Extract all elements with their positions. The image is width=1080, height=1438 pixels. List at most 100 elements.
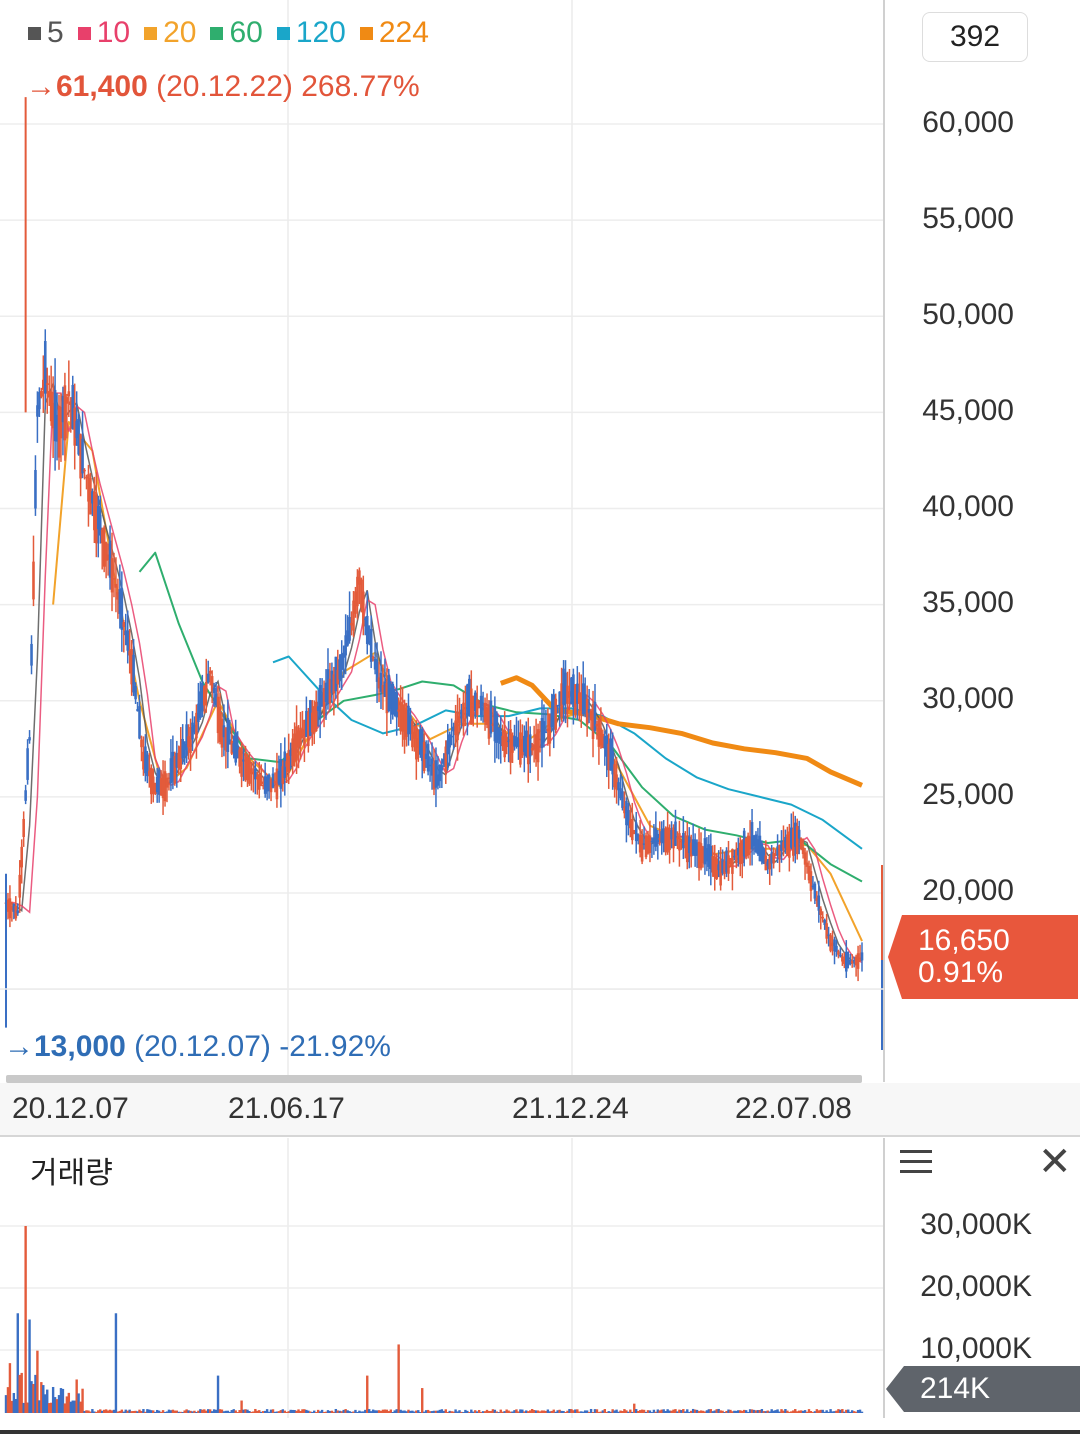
volume-bar <box>688 1411 691 1413</box>
legend-item-ma20[interactable]: 20 <box>144 16 196 50</box>
candle-body <box>20 846 24 868</box>
volume-bar <box>495 1411 499 1413</box>
volume-bar <box>799 1410 803 1413</box>
x-tick-label: 22.07.08 <box>735 1092 852 1125</box>
candle-body <box>664 828 667 853</box>
volume-bar <box>833 1411 836 1413</box>
volume-bar <box>674 1409 677 1413</box>
candle-body <box>167 777 171 779</box>
volume-bar <box>505 1409 508 1413</box>
candle-body <box>538 738 542 741</box>
volume-bar <box>723 1411 726 1413</box>
candle-body <box>416 737 420 748</box>
volume-bar <box>660 1409 663 1413</box>
volume-bar <box>334 1408 338 1413</box>
legend-item-ma120[interactable]: 120 <box>276 16 346 50</box>
volume-bar <box>73 1400 76 1413</box>
volume-bar <box>481 1411 485 1413</box>
volume-bar <box>580 1411 583 1413</box>
volume-bar <box>413 1411 416 1413</box>
volume-bar <box>703 1411 707 1413</box>
volume-bar <box>218 1409 222 1413</box>
candle-body <box>132 654 135 693</box>
candle-body <box>609 738 612 771</box>
candle-body <box>768 857 772 870</box>
volume-bar <box>118 1410 122 1413</box>
legend-item-ma10[interactable]: 10 <box>77 16 130 50</box>
volume-bar <box>379 1410 383 1413</box>
high-price-note: →61,400 (20.12.22) 268.77% <box>26 70 420 104</box>
candle-body <box>191 722 194 740</box>
candle-body <box>246 756 249 781</box>
candle-body <box>240 747 243 777</box>
volume-bar <box>695 1409 699 1413</box>
volume-bar <box>397 1344 400 1413</box>
candle-body <box>619 788 622 799</box>
candle-body <box>259 781 263 785</box>
volume-bar <box>807 1409 811 1413</box>
candle-body <box>493 706 497 742</box>
ticker-value-box[interactable]: 392 <box>922 12 1028 62</box>
volume-bar <box>797 1410 801 1413</box>
volume-bar <box>342 1409 345 1413</box>
volume-bar <box>399 1409 402 1413</box>
volume-bar <box>63 1403 67 1413</box>
candle-body <box>646 836 650 854</box>
volume-bar <box>387 1411 391 1413</box>
close-icon[interactable]: ✕ <box>1038 1140 1072 1184</box>
volume-bar <box>564 1411 567 1413</box>
volume-bar <box>322 1411 326 1413</box>
volume-bar <box>287 1411 290 1413</box>
volume-bar <box>140 1410 143 1413</box>
candle-body <box>605 735 609 757</box>
volume-bar <box>248 1411 251 1413</box>
volume-bar <box>426 1409 430 1413</box>
candle-body <box>381 685 385 693</box>
candle-body <box>827 934 830 936</box>
volume-bar <box>529 1410 532 1413</box>
candle-body <box>544 731 548 734</box>
menu-icon[interactable] <box>900 1150 932 1174</box>
legend-item-ma224[interactable]: 224 <box>359 16 429 50</box>
candle-body <box>554 698 558 730</box>
volume-bar <box>548 1411 552 1413</box>
candle-body <box>821 916 825 919</box>
candle-body <box>807 866 811 881</box>
volume-bar <box>560 1410 563 1413</box>
volume-bar <box>664 1411 667 1413</box>
volume-bar <box>737 1410 740 1413</box>
candle-body <box>817 895 821 911</box>
y-tick-label: 35,000 <box>922 586 1014 619</box>
candle-body <box>540 717 544 749</box>
candle-body <box>466 684 469 717</box>
candle-body <box>754 834 758 852</box>
legend-item-ma5[interactable]: 5 <box>28 16 64 50</box>
volume-bar <box>721 1410 724 1413</box>
volume-bar <box>269 1409 273 1413</box>
candle-body <box>136 709 139 712</box>
volume-bar <box>566 1410 569 1413</box>
volume-bar <box>697 1411 701 1413</box>
volume-bar <box>627 1411 630 1413</box>
volume-bar <box>244 1409 247 1413</box>
candle-body <box>61 395 65 423</box>
volume-bar <box>821 1409 824 1413</box>
volume-bar <box>220 1409 224 1413</box>
candle-body <box>14 905 18 919</box>
candle-body <box>835 945 838 952</box>
candle-body <box>727 855 730 874</box>
candle-body <box>511 735 514 753</box>
volume-bar <box>362 1411 365 1413</box>
candle-body <box>379 672 383 692</box>
volume-bar <box>16 1313 19 1413</box>
volume-bar <box>195 1411 198 1413</box>
volume-bar <box>729 1409 732 1413</box>
candle-body <box>685 835 689 863</box>
volume-bar <box>354 1409 357 1413</box>
candle-body <box>473 692 477 712</box>
volume-bar <box>40 1382 43 1413</box>
candle-body <box>26 748 29 780</box>
legend-item-ma60[interactable]: 60 <box>210 16 263 50</box>
candle-body <box>411 720 414 748</box>
